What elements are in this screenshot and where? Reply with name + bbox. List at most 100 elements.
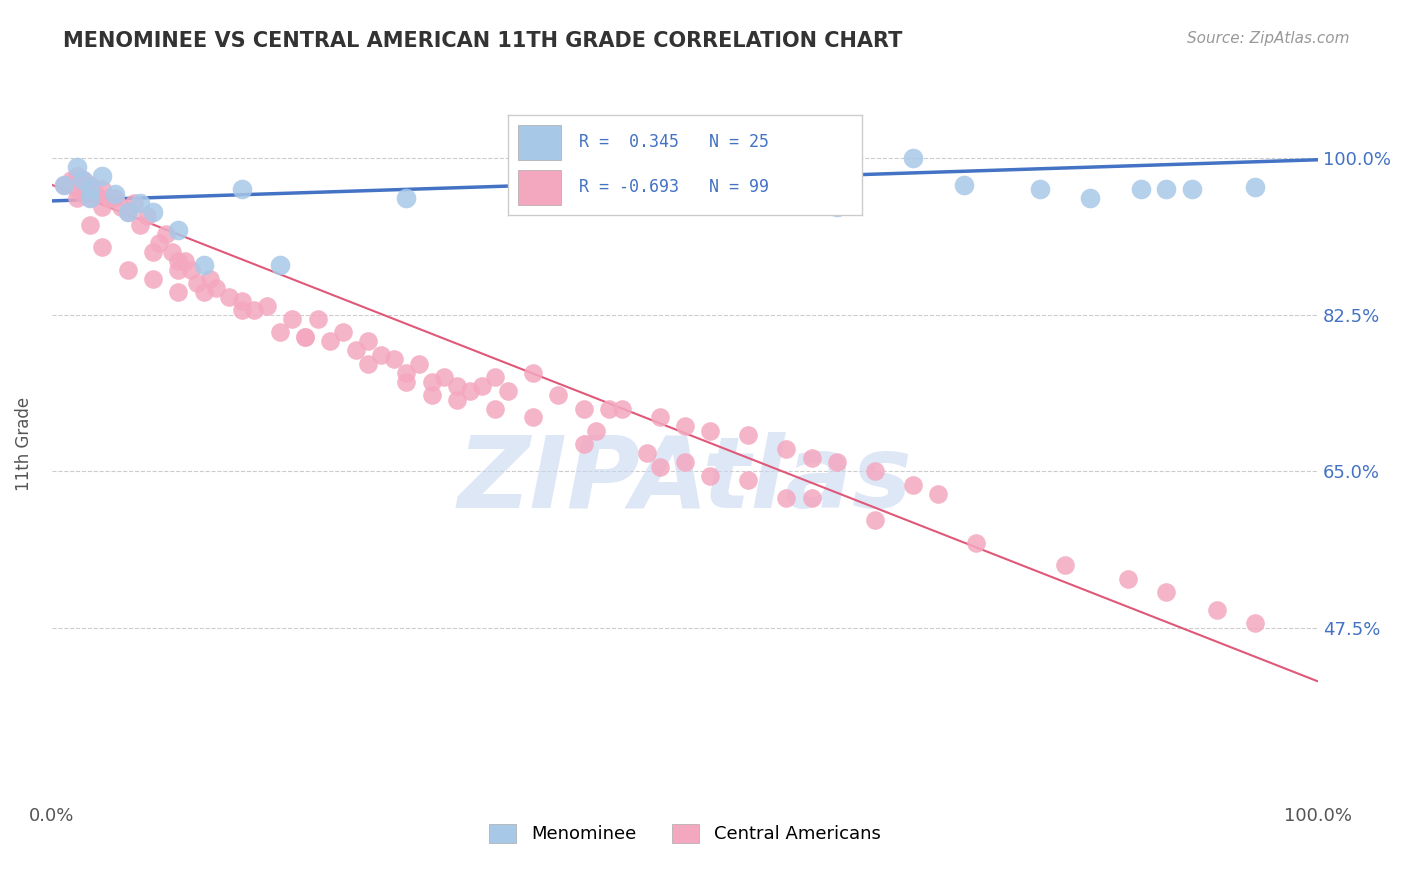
- Point: [319, 334, 342, 349]
- Point: [332, 326, 354, 340]
- Point: [256, 299, 278, 313]
- Point: [446, 379, 468, 393]
- Point: [800, 491, 823, 505]
- Point: [433, 370, 456, 384]
- Point: [167, 285, 190, 300]
- Point: [84, 186, 107, 201]
- Point: [1154, 182, 1177, 196]
- Point: [72, 173, 94, 187]
- Point: [458, 384, 481, 398]
- Point: [496, 384, 519, 398]
- Legend: Menominee, Central Americans: Menominee, Central Americans: [489, 824, 880, 843]
- Point: [395, 366, 418, 380]
- Point: [160, 244, 183, 259]
- Point: [66, 160, 89, 174]
- Y-axis label: 11th Grade: 11th Grade: [15, 397, 32, 491]
- Point: [117, 204, 139, 219]
- Point: [1180, 182, 1202, 196]
- Point: [180, 262, 202, 277]
- Point: [1078, 191, 1101, 205]
- Point: [648, 410, 671, 425]
- Point: [173, 253, 195, 268]
- Point: [471, 379, 494, 393]
- Point: [79, 178, 101, 192]
- Point: [72, 186, 94, 201]
- Point: [446, 392, 468, 407]
- Point: [193, 285, 215, 300]
- Point: [420, 375, 443, 389]
- Text: MENOMINEE VS CENTRAL AMERICAN 11TH GRADE CORRELATION CHART: MENOMINEE VS CENTRAL AMERICAN 11TH GRADE…: [63, 31, 903, 51]
- Point: [129, 195, 152, 210]
- Point: [585, 424, 607, 438]
- Point: [1154, 585, 1177, 599]
- Point: [775, 491, 797, 505]
- Point: [775, 442, 797, 456]
- Point: [294, 330, 316, 344]
- Point: [484, 370, 506, 384]
- Point: [231, 182, 253, 196]
- Point: [1129, 182, 1152, 196]
- Point: [167, 253, 190, 268]
- Point: [522, 366, 544, 380]
- Point: [610, 401, 633, 416]
- Point: [72, 173, 94, 187]
- Point: [636, 446, 658, 460]
- Point: [382, 352, 405, 367]
- Point: [395, 191, 418, 205]
- Point: [142, 272, 165, 286]
- Point: [294, 330, 316, 344]
- Point: [104, 191, 127, 205]
- Point: [1205, 603, 1227, 617]
- Point: [863, 464, 886, 478]
- Point: [1028, 182, 1050, 196]
- Point: [1243, 616, 1265, 631]
- Point: [117, 204, 139, 219]
- Point: [648, 459, 671, 474]
- Point: [673, 455, 696, 469]
- Point: [129, 218, 152, 232]
- Point: [79, 182, 101, 196]
- Point: [901, 477, 924, 491]
- Point: [53, 178, 76, 192]
- Point: [79, 191, 101, 205]
- Point: [231, 294, 253, 309]
- Point: [110, 200, 132, 214]
- Point: [572, 401, 595, 416]
- Point: [357, 357, 380, 371]
- Point: [91, 200, 114, 214]
- Point: [522, 410, 544, 425]
- Point: [737, 473, 759, 487]
- Point: [863, 513, 886, 527]
- Point: [135, 209, 157, 223]
- Point: [97, 191, 120, 205]
- Point: [269, 258, 291, 272]
- Point: [547, 388, 569, 402]
- Point: [825, 200, 848, 214]
- Point: [800, 450, 823, 465]
- Point: [148, 235, 170, 250]
- Point: [572, 437, 595, 451]
- Point: [79, 218, 101, 232]
- Point: [66, 169, 89, 183]
- Point: [91, 169, 114, 183]
- Point: [370, 348, 392, 362]
- Point: [122, 195, 145, 210]
- Point: [59, 173, 82, 187]
- Point: [344, 343, 367, 358]
- Point: [104, 186, 127, 201]
- Point: [155, 227, 177, 241]
- Text: ZIPAtlas: ZIPAtlas: [457, 432, 912, 529]
- Point: [737, 428, 759, 442]
- Point: [395, 375, 418, 389]
- Point: [142, 244, 165, 259]
- Point: [357, 334, 380, 349]
- Point: [825, 455, 848, 469]
- Point: [53, 178, 76, 192]
- Point: [408, 357, 430, 371]
- Point: [484, 401, 506, 416]
- Text: Source: ZipAtlas.com: Source: ZipAtlas.com: [1187, 31, 1350, 46]
- Point: [901, 151, 924, 165]
- Point: [965, 535, 987, 549]
- Point: [142, 204, 165, 219]
- Point: [193, 258, 215, 272]
